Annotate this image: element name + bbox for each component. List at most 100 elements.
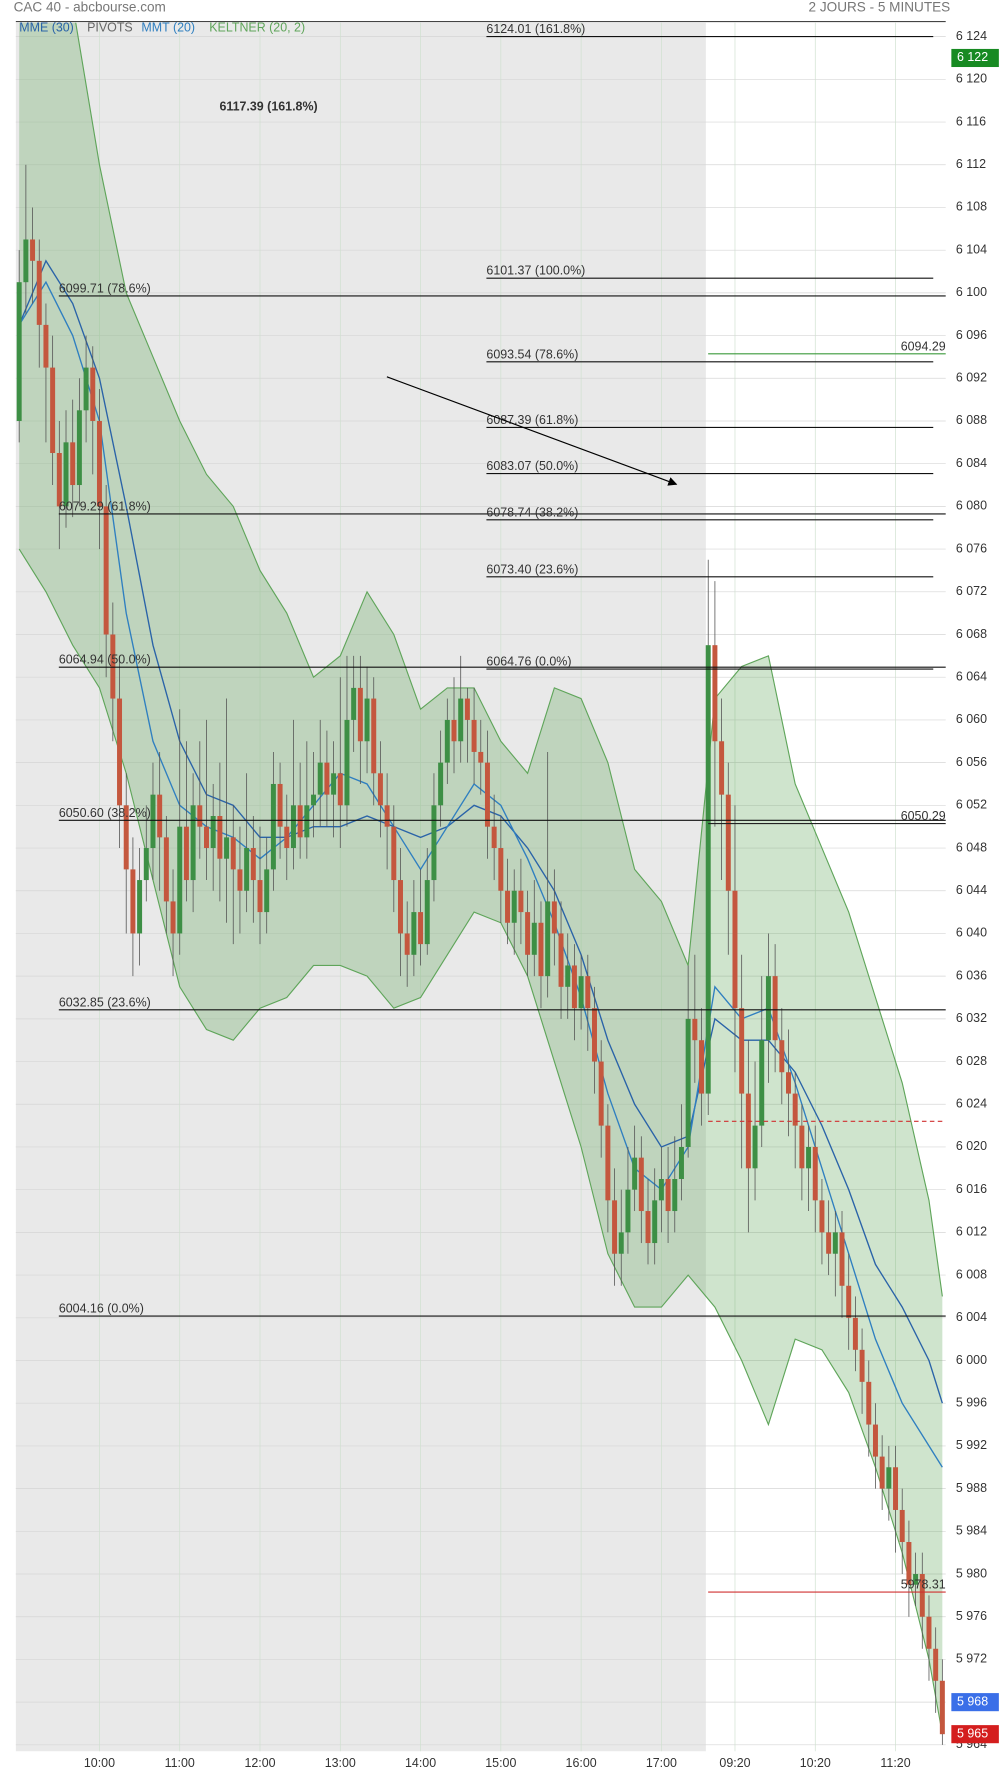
y-tick-label: 5 988: [956, 1481, 987, 1495]
candle-body: [939, 1680, 945, 1735]
candle-body: [150, 794, 156, 849]
candle-body: [284, 826, 290, 849]
candle-body: [351, 687, 357, 720]
price-tag: [951, 1693, 999, 1712]
y-tick-label: 6 028: [956, 1054, 987, 1068]
x-tick-label: 13:00: [325, 1756, 356, 1770]
candle-body: [739, 1008, 745, 1094]
candle-body: [812, 1146, 818, 1201]
y-tick-label: 6 000: [956, 1353, 987, 1367]
fibonacci-label: 6073.40 (23.6%): [486, 562, 578, 576]
x-tick-label: 11:00: [165, 1756, 195, 1770]
candle-body: [56, 453, 62, 507]
candle-body: [585, 976, 591, 1009]
price-tag-label: 5 968: [957, 1694, 988, 1708]
candle-body: [90, 367, 96, 421]
candle-body: [444, 719, 450, 763]
candle-body: [50, 367, 56, 454]
candle-body: [779, 1040, 785, 1073]
y-tick-label: 6 036: [956, 968, 987, 982]
candle-body: [859, 1349, 865, 1382]
y-tick-label: 6 092: [956, 371, 987, 385]
fibonacci-label: 6101.37 (100.0%): [486, 264, 585, 278]
candle-body: [331, 773, 337, 795]
levels: 6099.71 (78.6%) 6079.29 (61.8%) 6064.94 (5…: [59, 22, 946, 1593]
candle-body: [705, 645, 711, 1094]
candle-body: [217, 816, 223, 859]
candle-body: [725, 794, 731, 891]
candle-body: [692, 1018, 698, 1041]
candle-body: [759, 1040, 765, 1126]
candle-body: [424, 880, 430, 945]
candle-body: [605, 1125, 611, 1201]
y-tick-label: 6 120: [956, 72, 987, 86]
candle-body: [719, 741, 725, 795]
y-tick-label: 6 032: [956, 1011, 987, 1025]
y-tick-label: 5 984: [956, 1524, 987, 1538]
y-tick-label: 6 052: [956, 798, 987, 812]
candle-body: [297, 805, 303, 838]
candle-body: [311, 794, 317, 806]
legend-entry: MME (30): [19, 21, 74, 35]
candle-body: [745, 1093, 751, 1169]
candle-body: [551, 901, 557, 934]
candle-body: [638, 1157, 644, 1212]
fibonacci-label: 6124.01 (161.8%): [486, 22, 585, 36]
candle-body: [565, 965, 571, 987]
candle-body: [130, 869, 136, 934]
x-tick-label: 09:20: [719, 1756, 750, 1770]
candle-body: [137, 880, 143, 934]
candle-body: [277, 783, 283, 827]
candle-body: [571, 965, 577, 1009]
candle-body: [264, 869, 270, 913]
candle-body: [224, 837, 230, 859]
legend-entry: KELTNER (20, 2): [209, 21, 305, 35]
y-tick-label: 6 072: [956, 584, 987, 598]
candle-body: [846, 1285, 852, 1318]
candle-body: [538, 922, 544, 977]
candle-body: [625, 1189, 631, 1233]
candle-body: [484, 762, 490, 827]
candle-body: [103, 506, 109, 635]
candle-body: [157, 794, 163, 838]
candle-body: [772, 976, 778, 1041]
candle-body: [117, 698, 123, 806]
candle-body: [919, 1574, 925, 1617]
candle-body: [933, 1648, 939, 1681]
grid: [15, 22, 946, 1752]
y-tick-label: 6 048: [956, 840, 987, 854]
candle-body: [371, 698, 377, 774]
fibonacci-label: 6087.39 (61.8%): [486, 413, 578, 427]
candle-body: [83, 367, 89, 411]
fibonacci-label: 6093.54 (78.6%): [486, 347, 578, 361]
candle-body: [183, 826, 189, 881]
x-tick-label: 11:20: [880, 1756, 910, 1770]
candle-body: [645, 1211, 651, 1244]
candle-body: [672, 1178, 678, 1212]
chart-title: CAC 40 - abcbourse.com: [14, 0, 166, 15]
price-tag: [951, 1725, 999, 1744]
keltner-area: [19, 22, 943, 1735]
candle-body: [699, 1040, 705, 1094]
price-tag-label: 5 965: [957, 1726, 988, 1740]
level-label: 5978.31: [901, 1578, 946, 1592]
candle-body: [70, 442, 76, 486]
y-tick-label: 6 012: [956, 1225, 987, 1239]
candle-body: [531, 922, 537, 955]
candle-body: [250, 848, 256, 881]
candle-body: [685, 1018, 691, 1147]
candle-body: [458, 698, 464, 742]
candle-body: [170, 901, 176, 934]
candle-body: [431, 805, 437, 881]
candle-body: [43, 324, 49, 368]
candle-body: [545, 901, 551, 977]
y-tick-label: 6 104: [956, 242, 987, 256]
candle-body: [464, 698, 470, 720]
fibonacci-label: 6083.07 (50.0%): [486, 459, 578, 473]
candle-body: [364, 698, 370, 742]
candle-body: [926, 1616, 932, 1649]
candle-body: [96, 420, 102, 507]
candle-body: [899, 1509, 905, 1542]
